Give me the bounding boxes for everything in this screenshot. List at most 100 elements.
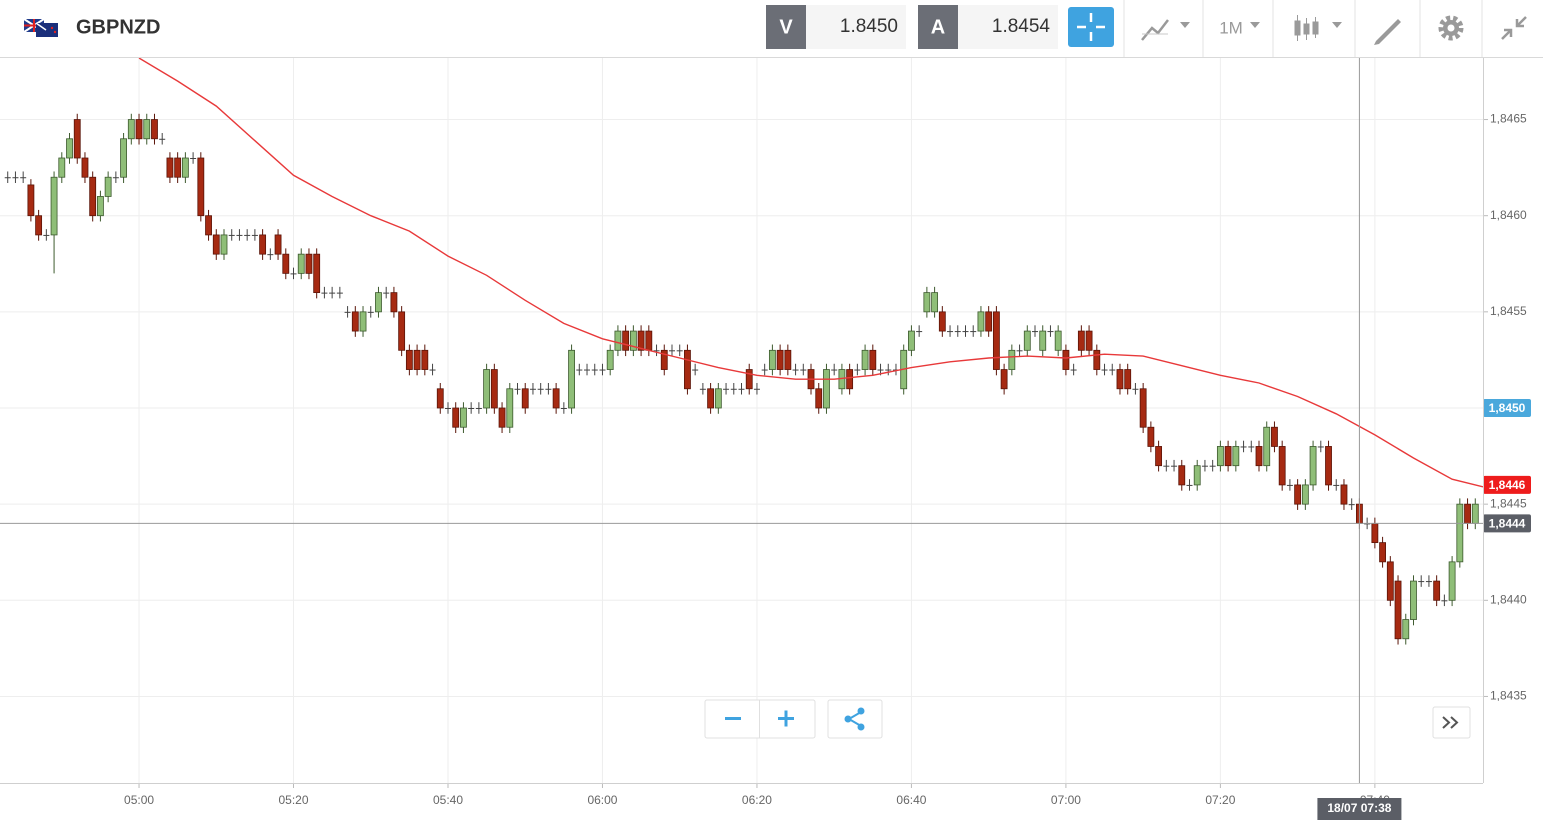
candle-body xyxy=(166,157,174,178)
candle-body xyxy=(676,350,683,352)
candle-body xyxy=(120,138,127,178)
candle-body xyxy=(738,388,745,390)
x-tick-label: 05:00 xyxy=(124,793,154,807)
moving-average xyxy=(138,58,1483,488)
candle-body xyxy=(792,369,799,371)
candle-body xyxy=(375,292,382,313)
toolbar: GBPNZD V 1.8450 A 1.8454 1M xyxy=(0,0,1543,58)
candle-body xyxy=(1348,504,1355,506)
candle-body xyxy=(645,330,653,351)
settings-button[interactable] xyxy=(1438,15,1464,41)
draw-tool-button[interactable] xyxy=(1374,19,1401,45)
candle-body xyxy=(1286,484,1293,486)
sell-button[interactable] xyxy=(766,5,806,49)
buy-price-box[interactable] xyxy=(958,5,1058,49)
candle-body xyxy=(1077,330,1085,351)
timeframe[interactable]: 1M xyxy=(1219,18,1243,37)
candle-body xyxy=(653,350,660,352)
candle-body xyxy=(660,349,668,370)
candle-body xyxy=(1263,426,1271,467)
candle-body xyxy=(1155,446,1163,467)
zoom-controls xyxy=(704,699,1471,739)
candle-style-button[interactable] xyxy=(1294,15,1342,41)
candle-body xyxy=(1109,369,1116,371)
chart-type-button[interactable] xyxy=(1141,19,1190,41)
sell-label[interactable]: V xyxy=(779,16,793,38)
candle-body xyxy=(398,311,406,351)
candle-body xyxy=(66,138,73,159)
candle-body xyxy=(784,349,792,370)
x-tick-label: 05:20 xyxy=(278,793,308,807)
x-tick-label: 06:20 xyxy=(742,793,772,807)
candle-body xyxy=(1425,581,1432,583)
candle-body xyxy=(1278,446,1286,486)
candle-body xyxy=(1464,503,1471,524)
candle-body xyxy=(452,407,460,428)
candle-body xyxy=(1209,465,1216,467)
candle-body xyxy=(714,388,722,409)
sell-price-box[interactable] xyxy=(806,5,906,49)
candle-body xyxy=(236,234,243,236)
crosshair-button[interactable] xyxy=(1068,7,1114,47)
candle-body xyxy=(768,349,776,370)
candle-body xyxy=(908,330,915,351)
candle-body xyxy=(1301,484,1309,505)
candle-body xyxy=(1008,349,1016,370)
candle-body xyxy=(390,292,398,313)
candle-body xyxy=(537,388,544,390)
candle-body xyxy=(707,388,715,409)
buy-price[interactable]: 1.8454 xyxy=(992,16,1051,37)
candle-body xyxy=(521,388,529,409)
buy-button[interactable] xyxy=(918,5,958,49)
candle-body xyxy=(205,215,212,236)
scroll-end-icon xyxy=(1442,716,1459,729)
candle-body xyxy=(1193,465,1201,486)
candle-body xyxy=(1062,349,1070,370)
candle-body xyxy=(228,234,235,236)
candle-body xyxy=(1325,446,1332,486)
candle-body xyxy=(1132,388,1139,390)
candle-body xyxy=(629,330,637,351)
candle-body xyxy=(1340,484,1348,505)
candle-body xyxy=(1031,331,1039,333)
candle-body xyxy=(321,292,328,294)
candle-body xyxy=(1023,330,1031,351)
candle-body xyxy=(475,408,482,409)
price-marker xyxy=(1483,475,1531,494)
candle-body xyxy=(151,119,158,140)
candle-body xyxy=(992,311,1000,370)
candle-body xyxy=(970,331,977,333)
candle-body xyxy=(1379,542,1387,563)
grid: 1,8435 1,8440 1,8445 1,8450 1,8455 1,8460 1,84… xyxy=(0,58,1527,807)
candle-body xyxy=(1093,349,1101,370)
scroll-end-button[interactable] xyxy=(1432,706,1471,739)
candle-body xyxy=(1240,446,1247,448)
candle-body xyxy=(1386,561,1394,601)
candle-body xyxy=(58,157,66,178)
candle-body xyxy=(81,157,89,178)
candle-body xyxy=(1124,369,1132,390)
price-marker-label: 1,8446 xyxy=(1489,478,1526,492)
crosshair-icon xyxy=(1077,13,1105,41)
candle-body xyxy=(684,349,691,390)
buy-label[interactable]: A xyxy=(931,16,945,38)
crosshair-x-box xyxy=(1317,798,1402,820)
x-tick-label: 06:40 xyxy=(896,793,926,807)
candle-body xyxy=(962,331,969,333)
candle-body xyxy=(1248,446,1255,448)
candle-body xyxy=(251,234,258,236)
timeframe-caret[interactable] xyxy=(1250,22,1260,28)
sell-price[interactable]: 1.8450 xyxy=(840,16,898,37)
zoom-in-button[interactable] xyxy=(778,710,794,727)
candle-body xyxy=(305,253,313,274)
candle-body xyxy=(1309,446,1317,486)
candle-body xyxy=(938,311,946,332)
collapse-button[interactable] xyxy=(1501,16,1527,40)
x-tick-label: 06:00 xyxy=(587,793,617,807)
candle-body xyxy=(89,176,97,217)
share-button[interactable] xyxy=(827,699,883,739)
candle-body xyxy=(954,331,961,333)
y-tick-label: 1,8435 xyxy=(1490,689,1527,703)
candle-body xyxy=(468,408,475,409)
candle-body xyxy=(622,330,630,351)
